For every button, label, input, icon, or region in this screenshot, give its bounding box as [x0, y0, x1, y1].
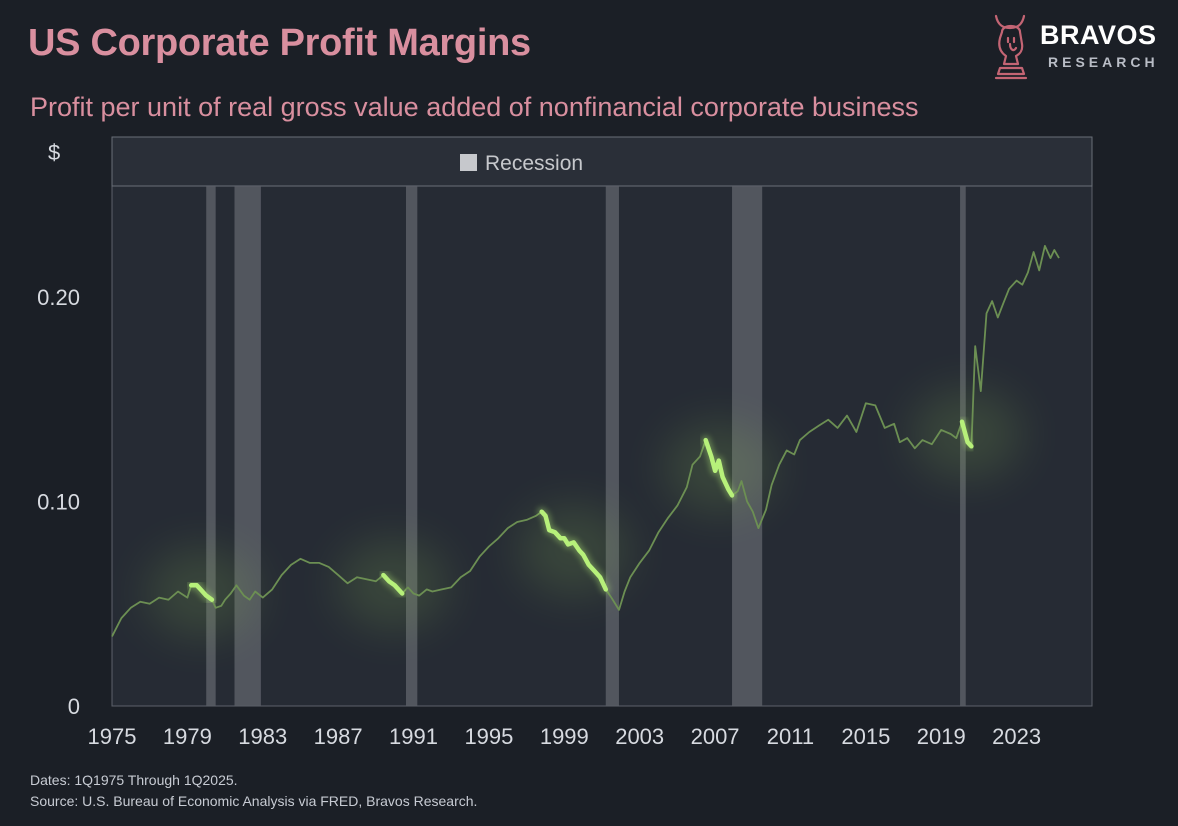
- highlight-decline-2: [381, 572, 405, 596]
- y-tick-0: 0: [68, 694, 80, 719]
- x-tick-2019: 2019: [917, 724, 966, 749]
- recession-band-2: [234, 186, 261, 706]
- x-tick-1975: 1975: [88, 724, 137, 749]
- x-tick-1987: 1987: [314, 724, 363, 749]
- recession-band-4: [605, 186, 619, 706]
- highlight-decline-1: [188, 583, 215, 602]
- brand-subtitle: RESEARCH: [1048, 54, 1159, 70]
- brand-name: BRAVOS: [1040, 20, 1157, 50]
- y-tick-0.20: 0.20: [37, 285, 80, 310]
- x-tick-1995: 1995: [464, 724, 513, 749]
- highlight-decline-4: [703, 437, 735, 498]
- legend-box: [111, 136, 1093, 187]
- x-tick-2003: 2003: [615, 724, 664, 749]
- chart-subtitle: Profit per unit of real gross value adde…: [30, 92, 919, 122]
- y-axis-label: $: [48, 140, 60, 165]
- bull-knight-icon: [994, 14, 1028, 80]
- footnote-dates: Dates: 1Q1975 Through 1Q2025.: [30, 772, 238, 788]
- x-tick-1979: 1979: [163, 724, 212, 749]
- highlight-decline-5: [959, 419, 974, 449]
- recession-band-1: [206, 186, 216, 706]
- x-tick-2015: 2015: [841, 724, 890, 749]
- highlight-glow-3: [518, 505, 629, 596]
- recession-band-3: [406, 186, 418, 706]
- x-tick-2007: 2007: [691, 724, 740, 749]
- chart-title: US Corporate Profit Margins: [28, 22, 531, 64]
- legend-swatch: [460, 154, 477, 171]
- highlight-decline-3: [539, 509, 609, 592]
- x-tick-1999: 1999: [540, 724, 589, 749]
- x-tick-2023: 2023: [992, 724, 1041, 749]
- y-tick-0.10: 0.10: [37, 490, 80, 515]
- brand-logo: BRAVOS RESEARCH: [988, 8, 1173, 86]
- legend-label-recession: Recession: [485, 152, 583, 175]
- x-tick-1991: 1991: [389, 724, 438, 749]
- x-tick-2011: 2011: [767, 724, 814, 749]
- x-tick-1983: 1983: [238, 724, 287, 749]
- footnote-source: Source: U.S. Bureau of Economic Analysis…: [30, 793, 478, 809]
